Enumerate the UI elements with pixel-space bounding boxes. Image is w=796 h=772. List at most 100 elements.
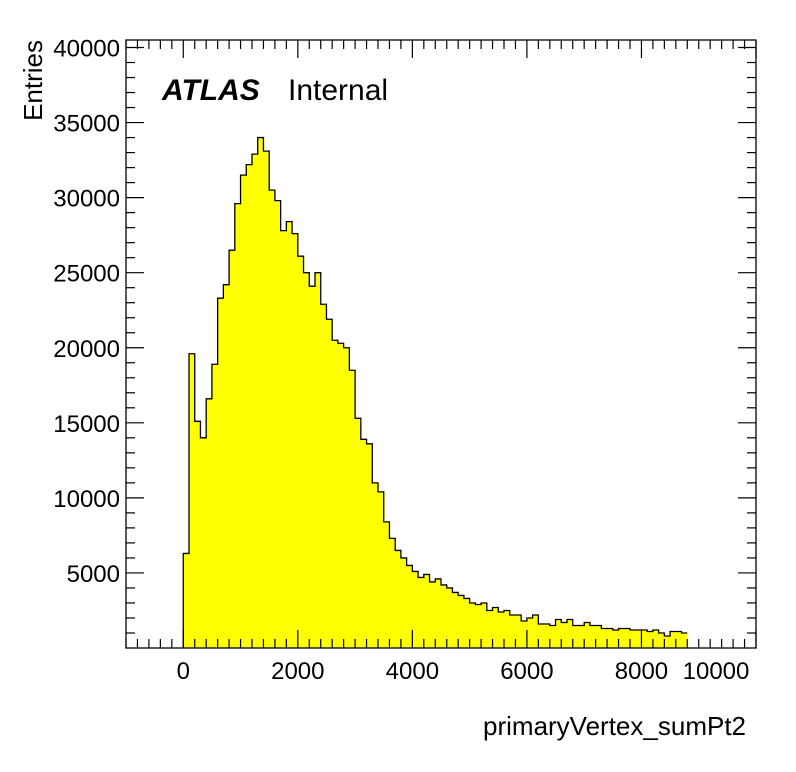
y-tick-labels: 5000 10000 15000 20000 25000 30000 35000 40000 — [53, 36, 120, 588]
histogram-bin — [572, 625, 579, 648]
axis-ticks — [125, 40, 757, 648]
histogram-bin — [526, 617, 534, 648]
histogram-bin — [211, 364, 219, 648]
y-tick-label: 40000 — [53, 36, 120, 63]
histogram-bin — [624, 628, 631, 648]
histogram-bin — [389, 538, 396, 648]
histogram-bin — [400, 557, 408, 648]
histogram-bin — [269, 190, 276, 648]
histogram-bin — [504, 610, 511, 648]
histogram-bin — [521, 620, 528, 648]
y-tick-label: 15000 — [53, 411, 120, 438]
histogram-bin — [395, 550, 402, 648]
y-tick-label: 35000 — [53, 111, 120, 138]
histogram-bin — [429, 581, 436, 648]
histogram-bin — [320, 304, 327, 648]
histogram-bin — [681, 632, 688, 648]
histogram-bin — [303, 272, 310, 648]
histogram-bin — [412, 571, 419, 648]
histogram-bin — [618, 628, 625, 648]
histogram-bin — [206, 398, 213, 648]
histogram-bin — [286, 221, 293, 648]
histogram-bin — [658, 632, 665, 648]
x-tick-labels: 0 2000 4000 6000 8000 10000 — [177, 658, 750, 685]
histogram-bin — [355, 418, 362, 648]
histogram-bin — [509, 614, 516, 648]
x-tick-label: 4000 — [386, 658, 439, 685]
histogram-bin — [435, 578, 442, 648]
histogram-bin — [263, 151, 270, 648]
histogram-bars — [183, 137, 688, 649]
histogram-bin — [194, 421, 201, 648]
plot-frame — [125, 39, 757, 649]
histogram-bin — [234, 203, 241, 648]
x-tick-label: 2000 — [271, 658, 324, 685]
histogram-bin — [349, 370, 356, 648]
histogram-bin — [252, 154, 259, 649]
histogram-bin — [492, 607, 499, 648]
y-tick-label: 30000 — [53, 186, 120, 213]
histogram-bin — [360, 439, 367, 648]
histogram-bin — [475, 604, 482, 648]
histogram-bin — [595, 625, 602, 648]
y-tick-label: 10000 — [53, 486, 120, 513]
histogram-bin — [641, 629, 648, 648]
histogram-bin — [217, 298, 224, 648]
histogram-bin — [183, 553, 190, 648]
histogram-bin — [675, 631, 682, 648]
histogram-bin — [292, 233, 299, 649]
histogram-bin — [366, 443, 373, 648]
histogram-bin — [635, 629, 642, 648]
atlas-label: ATLAS — [161, 74, 260, 107]
histogram-bin — [189, 353, 196, 648]
histogram-bin — [229, 250, 236, 648]
histogram-bin — [223, 284, 230, 648]
histogram-bin — [652, 629, 660, 648]
histogram-bin — [406, 565, 413, 648]
x-tick-label: 10000 — [683, 658, 750, 685]
histogram-bin — [378, 491, 385, 648]
histogram-bin — [647, 631, 654, 648]
histogram-bin — [372, 482, 379, 648]
histogram-bin — [549, 625, 556, 648]
histogram-bin — [589, 625, 597, 648]
histogram-bin — [601, 628, 608, 648]
histogram-bin — [441, 584, 448, 648]
histogram-bin — [418, 577, 425, 648]
histogram-bin — [486, 610, 493, 648]
histogram-bin — [481, 602, 488, 648]
histogram-bin — [297, 256, 304, 648]
histogram-bin — [343, 347, 350, 648]
histogram-bin — [515, 614, 522, 648]
histogram-bin — [544, 623, 551, 648]
histogram-bin — [257, 137, 264, 648]
histogram-bin — [607, 628, 614, 648]
x-tick-label: 8000 — [615, 658, 668, 685]
histogram-bin — [584, 622, 591, 648]
histogram-bin — [498, 611, 505, 648]
histogram-bin — [309, 286, 316, 648]
y-tick-label: 25000 — [53, 261, 120, 288]
histogram-bin — [246, 164, 253, 648]
histogram-bin — [561, 622, 568, 648]
y-tick-label: 5000 — [67, 561, 120, 588]
histogram-bin — [670, 631, 677, 648]
histogram-bin — [578, 625, 585, 648]
y-axis-title: Entries — [18, 40, 48, 121]
x-tick-label: 6000 — [500, 658, 553, 685]
histogram-bin — [240, 175, 247, 648]
histogram-bin — [326, 319, 333, 648]
histogram-bin — [458, 595, 465, 648]
histogram-bin — [463, 598, 471, 648]
y-tick-label: 20000 — [53, 336, 120, 363]
histogram-bin — [280, 230, 287, 648]
histogram-bin — [532, 614, 539, 648]
histogram-bin — [315, 272, 322, 648]
x-tick-label: 0 — [177, 658, 190, 685]
histogram-bin — [555, 619, 562, 648]
histogram-bin — [446, 587, 453, 648]
histogram-bin — [274, 200, 282, 649]
histogram-bin — [664, 635, 671, 648]
histogram-bin — [337, 343, 345, 648]
